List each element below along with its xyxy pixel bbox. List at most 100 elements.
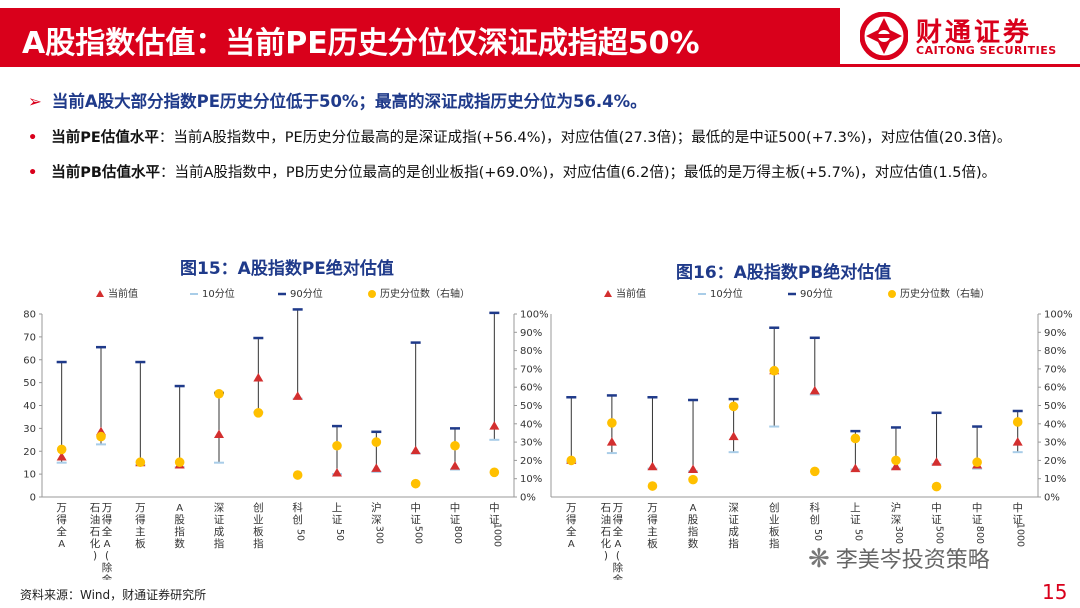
svg-text:证: 证	[931, 514, 942, 526]
current-value-marker	[253, 373, 264, 382]
hist-percentile-marker	[1012, 417, 1023, 427]
category-group	[890, 426, 901, 471]
y2-tick-label: 0%	[520, 493, 536, 504]
svg-text:中: 中	[410, 501, 421, 514]
hist-percentile-marker	[96, 431, 106, 442]
hist-percentile-marker	[135, 457, 146, 468]
legend-hist-label: 历史分位数（右轴）	[900, 287, 990, 300]
current-value-marker	[890, 461, 901, 471]
svg-text:A: A	[176, 503, 183, 514]
svg-text:万: 万	[647, 502, 658, 514]
y-tick-label: 50	[23, 378, 36, 389]
legend-p10-label: 10分位	[710, 287, 743, 300]
y2-tick-label: 30%	[520, 438, 542, 449]
current-value-marker	[1012, 437, 1023, 446]
hist-percentile-marker	[769, 365, 780, 376]
svg-text:得: 得	[102, 514, 113, 526]
hist-percentile-marker	[688, 474, 698, 485]
svg-text:指: 指	[253, 537, 264, 550]
category-group	[931, 411, 942, 492]
hist-percentile-marker	[56, 444, 67, 455]
y2-tick-label: 80%	[1044, 346, 1066, 357]
y2-tick-label: 90%	[520, 328, 542, 339]
bullet-dot-icon: •	[28, 165, 38, 181]
svg-text:A: A	[568, 539, 575, 550]
hist-percentile-marker	[410, 478, 421, 489]
svg-text:): )	[604, 550, 608, 562]
y2-tick-label: 100%	[1044, 310, 1073, 321]
title-bar: A股指数估值：当前PE历史分位仅深证成指超50%	[0, 8, 840, 64]
svg-text:沪: 沪	[891, 501, 902, 514]
x-tick-label: 创业板指	[769, 501, 780, 550]
svg-text:全: 全	[613, 525, 624, 538]
svg-text:证: 证	[850, 514, 861, 526]
hist-percentile-marker	[214, 388, 224, 399]
current-value-marker	[606, 437, 617, 446]
svg-text:万: 万	[135, 502, 146, 514]
y2-tick-label: 100%	[520, 310, 548, 321]
current-value-marker	[214, 429, 224, 439]
hist-percentile-marker	[809, 466, 820, 477]
svg-text:万: 万	[613, 502, 624, 514]
pe-label: 当前PE估值水平	[51, 130, 159, 146]
svg-text:石: 石	[601, 502, 612, 514]
category-group	[174, 384, 185, 469]
svg-text:300: 300	[893, 526, 904, 544]
svg-text:指: 指	[214, 537, 225, 550]
y2-tick-label: 60%	[520, 383, 542, 394]
current-value-marker	[292, 391, 303, 400]
svg-text:中: 中	[489, 501, 500, 514]
svg-text:500: 500	[934, 526, 945, 544]
x-tick-label: 深证成指	[214, 502, 225, 550]
svg-text:主: 主	[647, 526, 658, 538]
hist-percentile-marker	[931, 481, 942, 492]
company-logo: 财通证券 CAITONG SECURITIES	[858, 10, 1078, 62]
svg-text:成: 成	[728, 526, 739, 538]
category-group	[606, 394, 617, 455]
category-group	[214, 388, 224, 464]
svg-text:石: 石	[90, 526, 101, 538]
svg-text:证: 证	[728, 514, 739, 526]
y2-tick-label: 20%	[520, 456, 542, 467]
pb-bullet: • 当前PB估值水平：当前A股指数中，PB历史分位最高的是创业板指(+69.0%)…	[28, 161, 996, 182]
legend-current-marker	[604, 290, 612, 297]
y2-tick-label: 80%	[520, 346, 542, 357]
category-group	[96, 345, 106, 446]
y2-tick-label: 50%	[1044, 401, 1066, 412]
x-tick-label: 科创 50	[810, 501, 823, 541]
svg-text:中: 中	[931, 501, 942, 514]
svg-text:证: 证	[214, 514, 225, 526]
y2-tick-label: 10%	[1044, 474, 1066, 485]
y-tick-label: 30	[23, 424, 36, 435]
svg-text:除: 除	[613, 561, 624, 574]
svg-text:创: 创	[769, 501, 780, 514]
svg-text:深: 深	[728, 502, 739, 514]
hist-percentile-marker	[972, 457, 982, 468]
svg-text:万: 万	[102, 502, 113, 514]
summary-headline: ➢ 当前A股大部分指数PE历史分位低于50%；最高的深证成指历史分位为56.4%。	[28, 88, 647, 112]
pe-valuation-chart: 当前值 10分位 90分位 历史分位数（右轴） 0 10 20 30 40 50 60 70 80 0% 1…	[23, 287, 548, 580]
category-group	[489, 311, 500, 478]
chart-legend: 当前值 10分位 90分位 历史分位数（右轴）	[604, 287, 990, 300]
svg-text:创: 创	[810, 513, 821, 526]
logo-cn-text: 财通证券	[916, 18, 1033, 48]
svg-text:股: 股	[688, 514, 699, 526]
bullet-dot-icon: •	[28, 130, 38, 146]
header-divider	[0, 64, 1080, 67]
hist-percentile-marker	[253, 408, 264, 418]
svg-text:业: 业	[769, 514, 780, 526]
svg-text:化: 化	[601, 537, 612, 550]
svg-text:得: 得	[647, 514, 658, 526]
svg-text:石: 石	[90, 502, 101, 514]
current-value-marker	[450, 461, 460, 470]
y2-tick-label: 60%	[1044, 383, 1066, 394]
hist-percentile-marker	[566, 455, 577, 466]
svg-text:得: 得	[135, 514, 146, 526]
svg-text:指: 指	[174, 525, 185, 538]
y-tick-label: 60	[23, 355, 36, 366]
